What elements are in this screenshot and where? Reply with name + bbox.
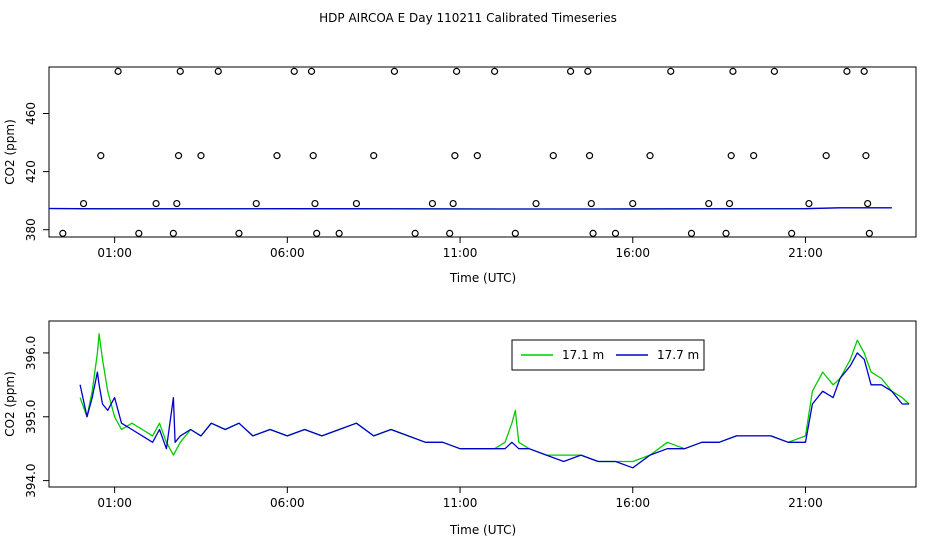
figure-title: HDP AIRCOA E Day 110211 Calibrated Times… <box>319 11 617 25</box>
top-data-point <box>646 152 654 160</box>
top-data-point <box>152 199 160 208</box>
top-data-point <box>667 67 675 75</box>
top-x-tick-label: 21:00 <box>788 246 823 260</box>
top-data-point <box>788 229 796 237</box>
legend-label-17-7m: 17.7 m <box>657 348 699 362</box>
top-data-point <box>79 199 88 208</box>
top-data-point <box>114 67 122 75</box>
top-data-point <box>135 229 143 237</box>
legend: 17.1 m 17.7 m <box>511 339 705 371</box>
top-data-point <box>197 152 205 160</box>
bottom-x-tick-label: 21:00 <box>788 496 823 510</box>
top-data-point <box>729 67 737 75</box>
top-data-point <box>843 67 851 75</box>
top-data-point <box>629 199 637 208</box>
top-y-axis: 380 420 460 <box>24 102 49 241</box>
top-data-point <box>587 199 595 208</box>
top-data-point <box>722 229 730 237</box>
top-data-point <box>532 199 540 208</box>
top-data-point <box>335 229 343 237</box>
top-data-point <box>370 152 378 160</box>
bottom-series-line-0 <box>79 333 910 463</box>
top-data-point <box>473 152 481 160</box>
bottom-x-tick-label: 01:00 <box>97 496 132 510</box>
top-data-point <box>727 152 735 160</box>
top-data-point <box>585 152 594 160</box>
top-data-point <box>589 229 597 237</box>
top-data-point <box>290 67 298 75</box>
bottom-y-tick-label: 394.0 <box>24 463 38 497</box>
top-data-point <box>390 67 399 75</box>
bottom-y-axis: 394.0 395.0 396.0 <box>24 336 49 498</box>
top-data-point <box>490 67 499 75</box>
top-data-point <box>273 152 281 160</box>
top-data-point <box>451 152 459 160</box>
bottom-x-tick-label: 06:00 <box>270 496 305 510</box>
top-data-point <box>307 67 316 75</box>
top-data-point <box>174 152 183 160</box>
top-data-point <box>822 152 830 160</box>
top-data-point <box>452 67 461 75</box>
top-x-tick-label: 01:00 <box>97 246 132 260</box>
top-data-point <box>428 199 437 208</box>
top-data-point <box>59 229 67 237</box>
top-data-point <box>687 229 696 237</box>
top-x-axis: 01:00 06:00 11:00 16:00 21:00 <box>97 237 823 260</box>
top-y-tick-label: 460 <box>24 102 38 125</box>
top-data-point <box>770 67 778 75</box>
top-x-tick-label: 06:00 <box>270 246 305 260</box>
top-x-axis-label: Time (UTC) <box>449 271 516 285</box>
top-data-point <box>313 229 321 237</box>
top-data-point <box>252 199 260 208</box>
top-y-axis-label: CO2 (ppm) <box>3 119 17 185</box>
top-y-tick-label: 420 <box>24 160 38 183</box>
top-data-point <box>173 199 181 208</box>
bottom-x-axis-label: Time (UTC) <box>449 523 516 537</box>
top-data-point <box>309 152 317 160</box>
bottom-panel: 01:00 06:00 11:00 16:00 21:00 394.0 395.0 396.… <box>3 320 917 537</box>
bottom-series-group <box>79 333 910 469</box>
top-data-point <box>860 67 868 75</box>
bottom-x-axis: 01:00 06:00 11:00 16:00 21:00 <box>97 487 823 510</box>
top-data-point <box>97 152 105 160</box>
top-data-point <box>549 152 557 160</box>
top-series-line-1 <box>48 207 892 210</box>
top-data-point <box>862 152 870 160</box>
top-data-point <box>805 199 813 208</box>
top-data-point <box>865 229 873 237</box>
top-data-point <box>750 152 758 160</box>
bottom-y-tick-label: 396.0 <box>24 336 38 370</box>
top-data-point <box>352 199 361 208</box>
bottom-x-tick-label: 11:00 <box>443 496 478 510</box>
top-x-tick-label: 16:00 <box>615 246 650 260</box>
top-y-tick-label: 380 <box>24 218 38 241</box>
bottom-plot-frame <box>48 320 917 488</box>
top-panel: 01:00 06:00 11:00 16:00 21:00 380 420 460 Time… <box>3 66 917 285</box>
bottom-series-line-1 <box>79 352 910 469</box>
top-data-point <box>214 67 222 75</box>
top-data-point <box>169 229 177 237</box>
top-data-point <box>311 199 319 208</box>
top-data-point <box>411 229 419 237</box>
top-data-point <box>446 229 454 237</box>
top-data-point <box>611 229 620 237</box>
legend-label-17-1m: 17.1 m <box>562 348 604 362</box>
top-data-point <box>449 199 457 208</box>
top-series-group <box>48 67 892 237</box>
top-data-point <box>705 199 713 208</box>
bottom-y-tick-label: 395.0 <box>24 400 38 434</box>
top-data-point <box>176 67 184 75</box>
legend-box <box>511 339 705 371</box>
top-data-point <box>864 199 872 208</box>
top-data-point <box>725 199 734 208</box>
bottom-x-tick-label: 16:00 <box>615 496 650 510</box>
top-x-tick-label: 11:00 <box>443 246 478 260</box>
top-data-point <box>584 67 592 75</box>
bottom-y-axis-label: CO2 (ppm) <box>3 371 17 437</box>
top-data-point <box>566 67 575 75</box>
top-plot-frame <box>48 66 917 238</box>
top-data-point <box>511 229 519 237</box>
top-data-point <box>235 229 243 237</box>
